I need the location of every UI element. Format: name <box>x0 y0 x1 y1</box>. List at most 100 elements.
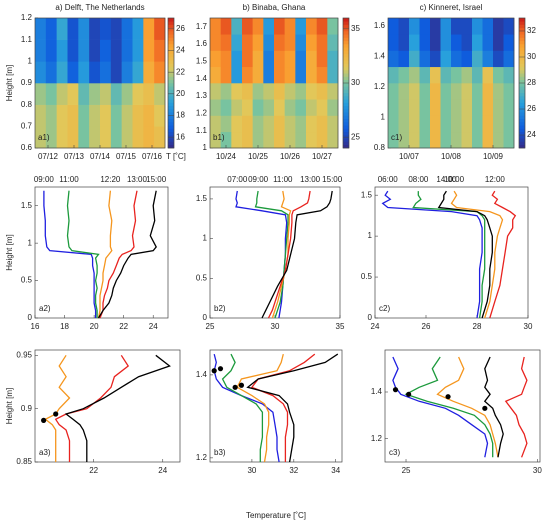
y-tick-label: 1.2 <box>374 82 386 91</box>
heat-cell <box>409 83 420 100</box>
heat-cell <box>419 115 431 133</box>
heat-cell <box>78 61 90 84</box>
series-label: 11:00 <box>273 175 293 184</box>
heat-cell <box>503 50 515 68</box>
heat-cell <box>132 18 144 40</box>
profile-line <box>235 190 288 319</box>
colorbar-segment <box>168 63 174 68</box>
y-tick-label: 1.4 <box>196 74 208 83</box>
colorbar-segment <box>343 131 349 136</box>
heat-cell <box>503 66 515 84</box>
heat-cell <box>263 66 275 84</box>
heat-cell <box>89 83 101 105</box>
heat-cell <box>143 104 155 127</box>
heat-cell <box>409 131 420 149</box>
heat-cell <box>56 39 68 62</box>
heat-cell <box>284 66 296 84</box>
heat-cell <box>482 34 494 51</box>
profile-line <box>271 190 292 319</box>
y-tick-label: 0 <box>203 313 208 322</box>
colorbar-segment <box>519 79 525 84</box>
colorbar-segment <box>519 70 525 74</box>
heat-cell <box>154 104 166 127</box>
heat-cell <box>388 99 399 116</box>
heat-cell <box>472 131 483 149</box>
colorbar-segment <box>519 83 525 87</box>
heat-cell <box>388 50 399 68</box>
heat-cell <box>482 66 494 84</box>
heat-cell <box>295 99 307 116</box>
colorbar-segment <box>519 138 525 142</box>
marker <box>41 417 47 423</box>
colorbar-tick-label: 30 <box>527 52 536 61</box>
heat-cell <box>220 34 232 51</box>
colorbar-segment <box>343 70 349 74</box>
heat-cell <box>440 131 452 149</box>
heat-cell <box>316 83 328 100</box>
series-label: 14:00 <box>436 175 457 184</box>
heat-cell <box>274 18 285 35</box>
heat-cell <box>316 66 328 84</box>
heat-cell <box>210 50 221 68</box>
heat-cell <box>242 50 253 68</box>
y-tick-label: 0.7 <box>21 121 33 130</box>
x-tick-label: 24 <box>149 322 158 331</box>
colorbar-segment <box>168 50 174 55</box>
colorbar-segment <box>343 63 349 68</box>
y-tick-label: 0.6 <box>21 143 33 152</box>
heat-cell <box>398 115 410 133</box>
heat-cell <box>263 34 275 51</box>
colorbar-segment <box>519 31 525 35</box>
colorbar-segment <box>168 125 174 129</box>
heat-cell <box>388 18 399 35</box>
y-tick-label: 1.2 <box>196 108 208 117</box>
heat-cell <box>35 39 47 62</box>
heat-cell <box>451 34 462 51</box>
heat-cell <box>451 18 462 35</box>
heat-cell <box>482 18 494 35</box>
heat-cell <box>316 99 328 116</box>
profile-line <box>437 190 493 319</box>
colorbar-segment <box>343 18 349 22</box>
profile-line <box>246 353 339 463</box>
colorbar-segment <box>343 128 349 133</box>
heat-cell <box>398 50 410 68</box>
heat-cell <box>461 83 473 100</box>
colorbar-segment <box>519 109 525 113</box>
heat-cell <box>100 104 112 127</box>
colorbar-segment <box>168 144 174 149</box>
y-tick-label: 1.4 <box>196 370 208 379</box>
y-tick-label: 1 <box>381 113 386 122</box>
colorbar-segment <box>343 40 349 45</box>
colorbar-segment <box>168 131 174 136</box>
heat-cell <box>263 99 275 116</box>
heat-cell <box>430 99 441 116</box>
heat-cell <box>472 50 483 68</box>
heat-cell <box>263 83 275 100</box>
heat-cell <box>220 115 232 133</box>
heat-cell <box>242 18 253 35</box>
heat-cell <box>45 39 57 62</box>
heat-cell <box>154 126 166 149</box>
heat-cell <box>482 99 494 116</box>
plot-frame <box>209 17 339 149</box>
heat-cell <box>295 66 307 84</box>
heat-cell <box>45 61 57 84</box>
heat-cell <box>295 131 307 149</box>
panel-label: a3) <box>39 448 51 457</box>
series-label: 12:20 <box>100 175 121 184</box>
profile-line <box>66 190 100 318</box>
heat-cell <box>89 104 101 127</box>
heat-cell <box>110 18 122 40</box>
y-tick-label: 1.6 <box>196 39 208 48</box>
heat-cell <box>110 83 122 105</box>
y-axis-label: Height [m] <box>5 388 14 424</box>
y-tick-label: 1 <box>28 238 33 247</box>
colorbar-segment <box>519 86 525 90</box>
heat-cell <box>316 115 328 133</box>
heat-cell <box>419 83 431 100</box>
heat-cell <box>430 50 441 68</box>
x-tick-label: 07/12 <box>38 152 59 161</box>
colorbar-segment <box>343 125 349 129</box>
y-axis-label: Height [m] <box>5 65 14 101</box>
